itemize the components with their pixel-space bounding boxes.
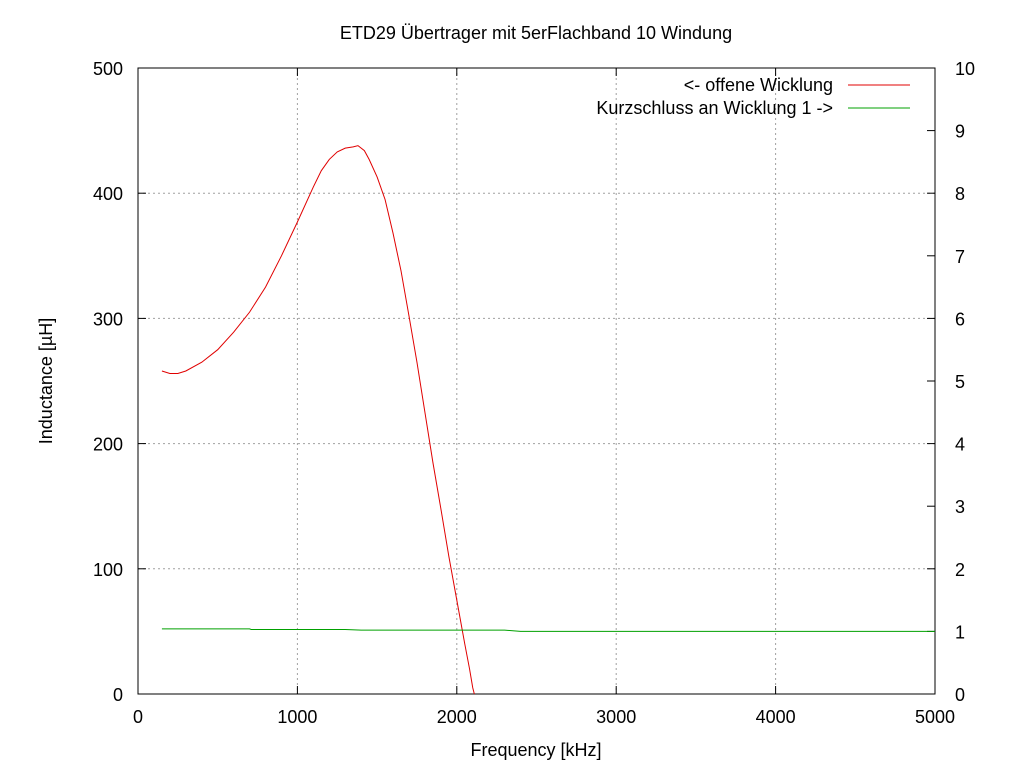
- x-tick-label: 1000: [277, 707, 317, 727]
- y2-tick-label: 10: [955, 59, 975, 79]
- plot-series: [161, 145, 935, 695]
- y-tick-label: 200: [93, 435, 123, 455]
- series-line-open-winding: [161, 145, 475, 695]
- y2-tick-label: 7: [955, 247, 965, 267]
- chart-title: ETD29 Übertrager mit 5erFlachband 10 Win…: [340, 23, 732, 43]
- y2-tick-label: 6: [955, 309, 965, 329]
- legend-label-open-winding: <- offene Wicklung: [684, 75, 833, 95]
- y-tick-label: 300: [93, 309, 123, 329]
- x-tick-label: 2000: [437, 707, 477, 727]
- x-axis-label: Frequency [kHz]: [470, 740, 601, 760]
- x-tick-label: 5000: [915, 707, 955, 727]
- x-tick-label: 3000: [596, 707, 636, 727]
- legend: <- offene Wicklung Kurzschluss an Wicklu…: [596, 75, 910, 118]
- y2-tick-label: 3: [955, 497, 965, 517]
- y-tick-label: 500: [93, 59, 123, 79]
- series-line-short-circuit: [161, 628, 935, 632]
- y-tick-label: 400: [93, 184, 123, 204]
- legend-label-short-circuit: Kurzschluss an Wicklung 1 ->: [596, 98, 833, 118]
- y2-tick-label: 5: [955, 372, 965, 392]
- y2-tick-label: 8: [955, 184, 965, 204]
- grid-lines: [138, 68, 935, 694]
- y-tick-label: 0: [113, 685, 123, 705]
- axis-ticks: 0 1000 2000 3000 4000 50000100200300400500012…: [93, 59, 975, 727]
- plot-frame: [137, 67, 936, 695]
- y-axis-label: Inductance [µH]: [36, 318, 56, 444]
- y2-tick-label: 9: [955, 122, 965, 142]
- x-tick-label: 4000: [756, 707, 796, 727]
- x-tick-label: 0: [133, 707, 143, 727]
- y-tick-label: 100: [93, 560, 123, 580]
- y2-tick-label: 2: [955, 560, 965, 580]
- y2-tick-label: 0: [955, 685, 965, 705]
- y2-tick-label: 1: [955, 622, 965, 642]
- y2-tick-label: 4: [955, 435, 965, 455]
